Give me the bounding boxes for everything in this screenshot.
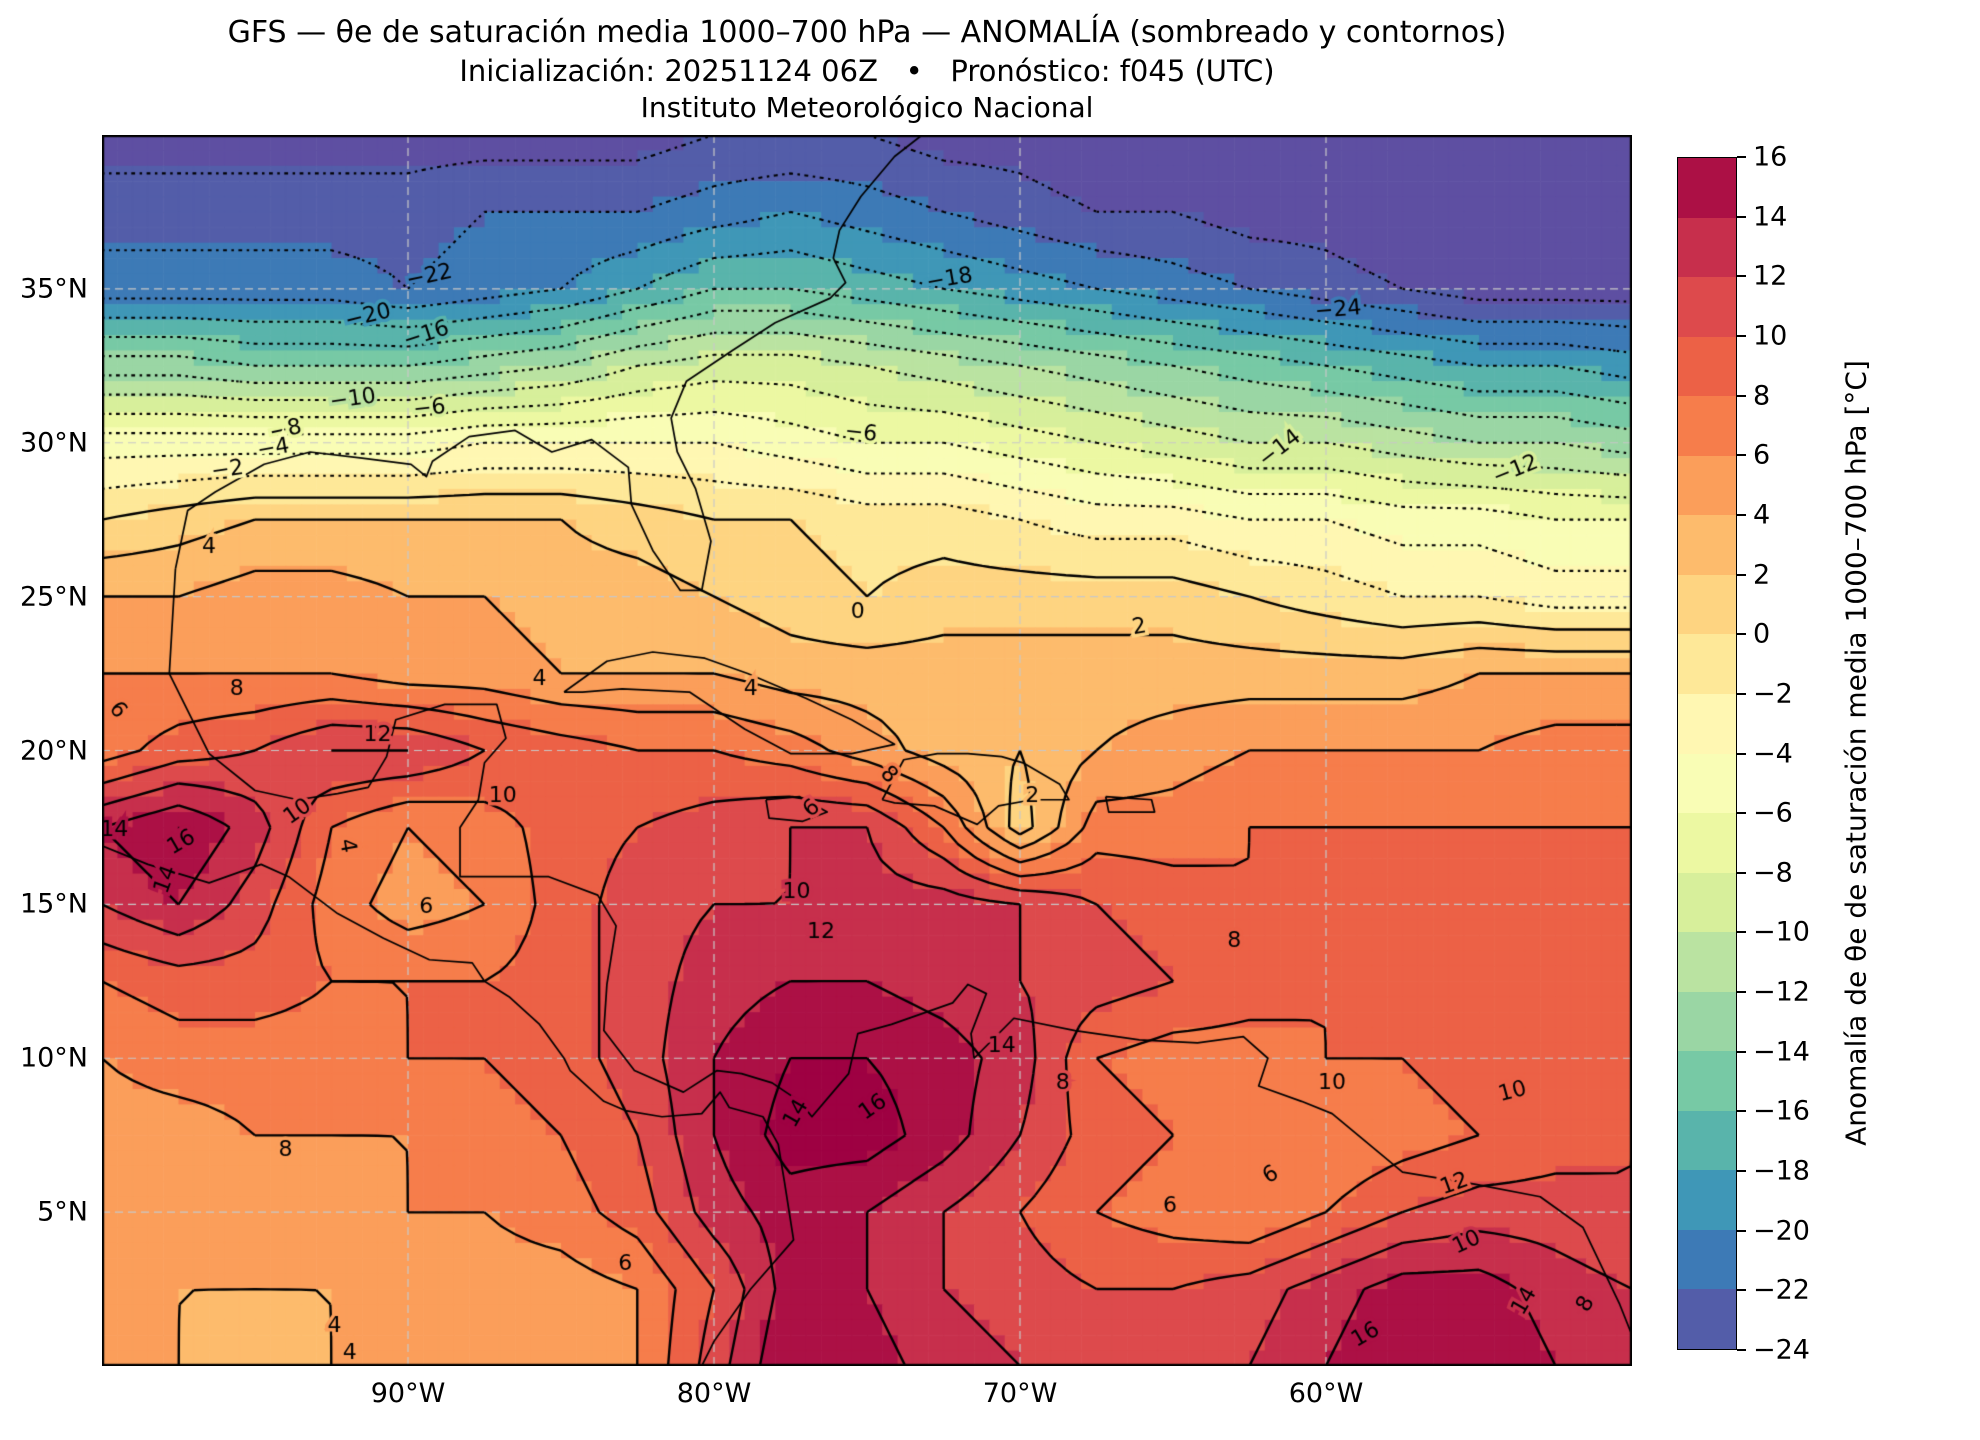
- colorbar-band: [1678, 515, 1736, 575]
- x-tick-label: 60°W: [1288, 1378, 1364, 1409]
- colorbar-tick-label: 2: [1753, 559, 1771, 591]
- colorbar-band: [1678, 932, 1736, 992]
- y-tick-label: 15°N: [19, 888, 88, 920]
- colorbar-title: Anomalía de θe de saturación media 1000–…: [1839, 360, 1873, 1146]
- title-block: GFS — θe de saturación media 1000–700 hP…: [102, 14, 1632, 126]
- y-tick-label: 20°N: [19, 735, 88, 766]
- colorbar-band: [1678, 1110, 1736, 1171]
- colorbar-tick: [1737, 812, 1746, 815]
- chart-subtitle-init-forecast: Inicialización: 20251124 06Z • Pronóstic…: [459, 54, 1275, 88]
- colorbar-tick-label: 8: [1753, 380, 1771, 412]
- colorbar-tick: [1737, 752, 1746, 755]
- colorbar-band: [1678, 217, 1736, 278]
- colorbar-band: [1678, 693, 1736, 754]
- colorbar-band: [1678, 1229, 1736, 1290]
- colorbar-tick: [1737, 1229, 1746, 1232]
- colorbar-tick: [1737, 275, 1746, 278]
- x-tick-label: 90°W: [370, 1378, 446, 1409]
- colorbar-band: [1678, 455, 1736, 516]
- colorbar-tick: [1737, 1110, 1746, 1113]
- colorbar-tick: [1737, 454, 1746, 457]
- colorbar-tick: [1737, 1050, 1746, 1053]
- colorbar-tick: [1737, 215, 1746, 218]
- colorbar-tick-label: 6: [1753, 439, 1771, 471]
- colorbar-band: [1678, 158, 1736, 218]
- y-tick-label: 35°N: [19, 273, 88, 305]
- colorbar-band: [1678, 277, 1736, 337]
- y-tick-label: 30°N: [19, 427, 88, 459]
- colorbar-tick: [1737, 1349, 1746, 1351]
- colorbar-band: [1678, 991, 1736, 1052]
- colorbar-tick-label: −16: [1753, 1095, 1810, 1127]
- colorbar-tick-label: −6: [1753, 797, 1793, 829]
- y-tick-label: 10°N: [19, 1042, 88, 1074]
- x-tick-label: 80°W: [676, 1378, 752, 1409]
- colorbar-tick-label: −20: [1753, 1215, 1810, 1247]
- colorbar-tick: [1737, 692, 1746, 695]
- colorbar-tick: [1737, 1289, 1746, 1292]
- colorbar-tick: [1737, 513, 1746, 516]
- colorbar-tick-label: 4: [1753, 499, 1771, 531]
- colorbar-tick: [1737, 991, 1746, 994]
- colorbar-tick: [1737, 156, 1746, 158]
- colorbar-tick-label: −2: [1753, 678, 1793, 710]
- colorbar-tick-label: −22: [1753, 1274, 1810, 1306]
- colorbar-tick: [1737, 1170, 1746, 1173]
- colorbar-tick-label: 12: [1753, 260, 1788, 292]
- colorbar-band: [1678, 753, 1736, 814]
- contour-map-canvas: [102, 135, 1632, 1366]
- colorbar-band: [1678, 813, 1736, 873]
- colorbar-tick: [1737, 334, 1746, 337]
- colorbar-band: [1678, 336, 1736, 397]
- chart-subtitle-institution: Instituto Meteorológico Nacional: [640, 91, 1094, 124]
- colorbar-tick: [1737, 394, 1746, 397]
- colorbar-band: [1678, 396, 1736, 456]
- colorbar-band: [1678, 1289, 1736, 1349]
- colorbar-tick-label: 10: [1753, 320, 1788, 352]
- y-tick-label: 25°N: [19, 581, 88, 613]
- colorbar-tick: [1737, 633, 1746, 636]
- colorbar-tick-label: −18: [1753, 1155, 1810, 1187]
- y-tick-label: 5°N: [37, 1196, 88, 1228]
- colorbar-tick-label: −12: [1753, 976, 1810, 1008]
- colorbar-tick-label: −24: [1753, 1334, 1810, 1366]
- map-area: [102, 135, 1632, 1366]
- chart-title: GFS — θe de saturación media 1000–700 hP…: [227, 15, 1507, 50]
- colorbar-tick-label: −8: [1753, 857, 1793, 889]
- colorbar-band: [1678, 574, 1736, 635]
- colorbar-tick-label: 16: [1753, 141, 1788, 173]
- colorbar-tick-label: 0: [1753, 618, 1771, 650]
- x-tick-label: 70°W: [982, 1378, 1058, 1409]
- colorbar-band: [1678, 634, 1736, 694]
- colorbar-tick-label: −14: [1753, 1036, 1810, 1068]
- colorbar-tick-label: −4: [1753, 738, 1793, 769]
- colorbar-tick-label: 14: [1753, 201, 1788, 233]
- colorbar: [1677, 157, 1737, 1350]
- colorbar-tick: [1737, 931, 1746, 934]
- colorbar-tick: [1737, 573, 1746, 576]
- colorbar-band: [1678, 1170, 1736, 1230]
- colorbar-band: [1678, 872, 1736, 933]
- colorbar-band: [1678, 1051, 1736, 1111]
- colorbar-tick: [1737, 871, 1746, 874]
- colorbar-tick-label: −10: [1753, 916, 1810, 948]
